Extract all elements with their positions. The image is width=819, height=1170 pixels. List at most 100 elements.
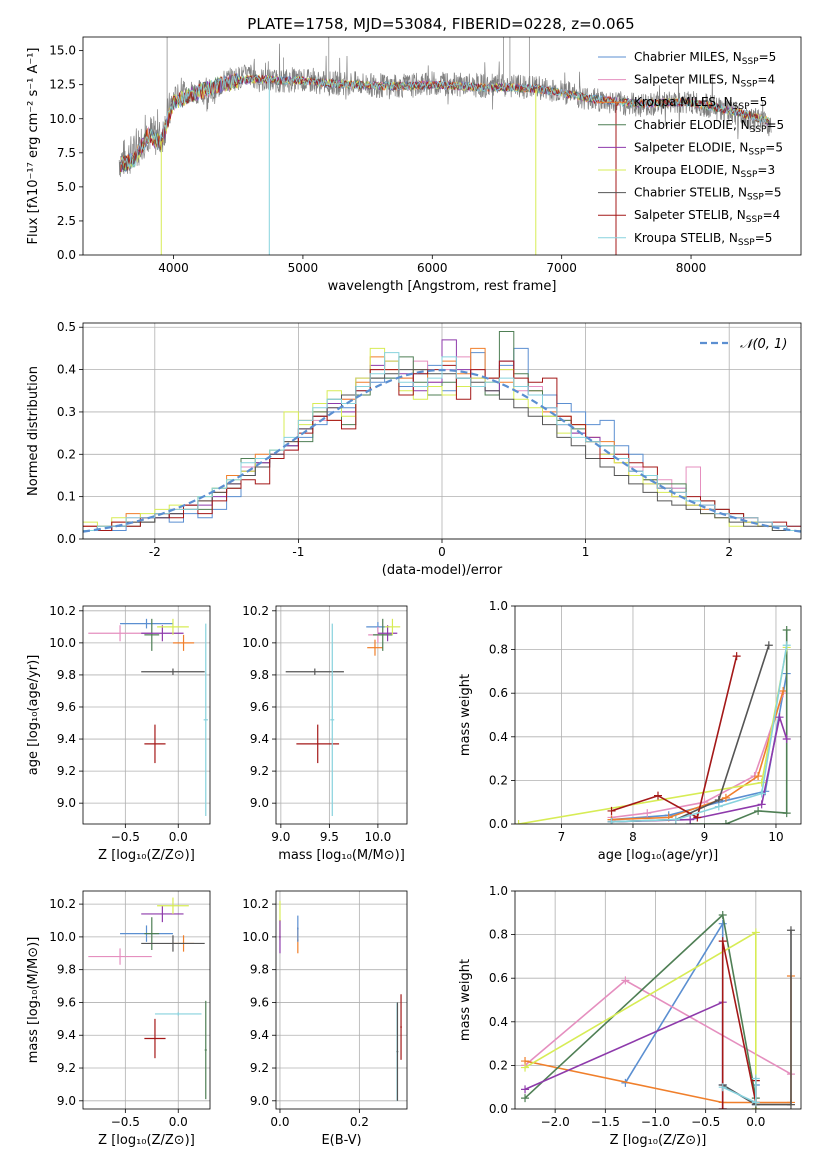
legend-suffix: =5 [755, 231, 773, 245]
plot-area-mass-vs-Z [88, 897, 207, 1100]
tick-label-y: 0.4 [489, 730, 508, 744]
plot-area-mass-vs-ebv [279, 900, 402, 1101]
tick-label-x: −0.5 [111, 830, 140, 844]
tick-label-y: 15.0 [49, 44, 76, 58]
tick-label-x: 10.0 [365, 830, 392, 844]
weight-marker [521, 1063, 530, 1072]
legend-label: Kroupa ELODIE, NSSP=3 [634, 163, 775, 180]
weight-marker [718, 1083, 727, 1092]
x-axis-label: E(B-V) [321, 1133, 361, 1148]
tick-label-x: 10 [768, 830, 783, 844]
y-axis-label: mass [log₁₀(M/M⊙)] [26, 937, 41, 1064]
tick-label-x: 9 [701, 830, 709, 844]
panel-weight-vs-age: 7 8 9 10 0.0 0.2 0.4 0.6 0.8 1.0 age [log₁₀(age/yr… [458, 599, 802, 863]
tick-label-x: −2.0 [541, 1115, 570, 1129]
tick-label-y: 10.2 [49, 897, 76, 911]
tick-label-y: 9.8 [57, 963, 76, 977]
tick-label-y: 9.2 [250, 1061, 269, 1075]
x-axis-label: Z [log₁₀(Z/Z⊙)] [98, 848, 195, 863]
x-axis-label: Z [log₁₀(Z/Z⊙)] [610, 1133, 707, 1148]
y-axis-label: mass weight [458, 959, 473, 1041]
legend-label: Salpeter STELIB, NSSP=4 [634, 208, 780, 225]
tick-label-x: −0.5 [111, 1115, 140, 1129]
tick-label-x: 0.2 [350, 1115, 369, 1129]
y-axis-label: age [log₁₀(age/yr)] [26, 655, 41, 776]
legend-suffix: =4 [757, 73, 775, 87]
tick-label-y: 9.0 [250, 796, 269, 810]
tick-label-x: 0.0 [169, 1115, 188, 1129]
tick-label-x: 0.0 [270, 1115, 289, 1129]
axes-frame [82, 322, 802, 540]
panel-residuals: -2 -1 0 1 2 0.0 0.1 0.2 0.3 0.4 0.5 (data-model)/er… [26, 320, 802, 578]
weight-marker [621, 976, 630, 985]
tick-label-x: 0.0 [169, 830, 188, 844]
tick-label-y: 0.4 [489, 1015, 508, 1029]
weight-marker [721, 820, 730, 824]
legend-subscript: SSP [748, 147, 765, 157]
legend-subscript: SSP [742, 57, 759, 67]
tick-label-y: 10.0 [49, 112, 76, 126]
tick-label-y: 0.1 [57, 490, 76, 504]
legend-subscript: SSP [733, 102, 750, 112]
legend-label: Chabrier ELODIE, NSSP=5 [634, 118, 784, 135]
tick-label-x: 8000 [676, 261, 707, 275]
tick-label-y: 0.6 [489, 686, 508, 700]
tick-label-x: 0.0 [746, 1115, 765, 1129]
tick-label-x: 7000 [546, 261, 577, 275]
legend-label: Kroupa STELIB, NSSP=5 [634, 231, 772, 248]
legend-suffix: =5 [759, 50, 777, 64]
weight-marker [751, 928, 760, 937]
tick-label-y: 9.0 [57, 1094, 76, 1108]
plot-area-age-vs-mass [285, 618, 401, 816]
weight-marker [732, 652, 741, 661]
plot-area-weight-vs-Z [521, 910, 795, 1109]
weight-marker [782, 625, 791, 634]
y-axis-label: mass weight [458, 674, 473, 756]
tick-label-x: 4000 [158, 261, 189, 275]
tick-label-y: 10.2 [242, 604, 269, 618]
legend-suffix: =3 [757, 163, 775, 177]
tick-label-y: 9.8 [57, 668, 76, 682]
axes-frame [514, 605, 802, 825]
weight-marker [757, 800, 766, 809]
tick-label-y: 9.6 [57, 995, 76, 1009]
tick-label-y: 1.0 [489, 884, 508, 898]
tick-label-y: 0.8 [489, 928, 508, 942]
tick-label-x: 8 [629, 830, 637, 844]
weight-marker [751, 1098, 760, 1107]
legend-suffix: =4 [763, 208, 781, 222]
tick-label-y: 9.2 [250, 764, 269, 778]
tick-label-y: 9.0 [57, 796, 76, 810]
tick-label-y: 12.5 [49, 78, 76, 92]
tick-label-y: 9.8 [250, 963, 269, 977]
axes-frame [275, 605, 408, 825]
x-axis-label: Z [log₁₀(Z/Z⊙)] [98, 1133, 195, 1148]
x-axis-label: age [log₁₀(age/yr)] [598, 848, 719, 863]
plot-area-spectrum [118, 37, 772, 255]
weight-marker [779, 687, 788, 696]
legend-subscript: SSP [738, 238, 755, 248]
figure-title: PLATE=1758, MJD=53084, FIBERID=0228, z=0… [247, 15, 634, 33]
legend-subscript: SSP [741, 170, 758, 180]
plot-area-age-vs-Z [88, 618, 208, 816]
legend-subscript: SSP [746, 215, 763, 225]
weight-marker [786, 1100, 795, 1109]
weight-marker [775, 713, 784, 722]
legend-label: 𝒩(0, 1) [740, 337, 787, 352]
tick-label-y: 0.2 [489, 773, 508, 787]
panel-mass-vs-ebv: 0.0 0.2 9.0 9.2 9.4 9.6 9.8 10.0 10.2 E(B-V) [242, 890, 408, 1148]
weight-marker [757, 789, 766, 798]
weight-marker [751, 1074, 760, 1083]
legend-subscript: SSP [747, 193, 764, 203]
tick-label-y: 0.0 [489, 1102, 508, 1116]
tick-label-y: 9.2 [57, 1061, 76, 1075]
tick-label-x: −1.0 [641, 1115, 670, 1129]
tick-label-x: −0.5 [691, 1115, 720, 1129]
x-axis-label: (data-model)/error [382, 563, 503, 578]
axes-frame [82, 36, 802, 256]
weight-marker [607, 806, 616, 815]
tick-label-y: 7.5 [57, 146, 76, 160]
weight-marker [721, 793, 730, 802]
axes-frame [82, 890, 211, 1110]
weight-marker [754, 772, 763, 781]
